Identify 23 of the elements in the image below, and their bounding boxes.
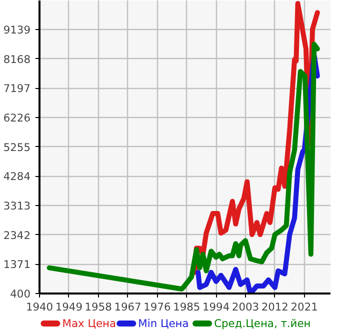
x-tick-label: 1949 (55, 300, 83, 314)
x-tick-label: 2003 (232, 300, 260, 314)
y-tick-label: 6226 (3, 112, 31, 125)
y-tick-label: 9139 (3, 24, 31, 37)
x-tick-label: 1967 (114, 300, 142, 314)
y-tick-label: 1371 (3, 258, 31, 272)
y-tick-label: 2342 (3, 228, 31, 242)
legend-label: Min Цена (138, 317, 189, 330)
x-tick-label: 1940 (26, 300, 54, 314)
y-tick-label: 3313 (3, 200, 31, 213)
y-tick-label: 8168 (3, 52, 31, 66)
x-tick-label: 1976 (144, 300, 171, 314)
x-tick-label: 1958 (84, 300, 112, 314)
y-tick-label: 4284 (3, 170, 31, 184)
legend-label: Max Цена (62, 317, 116, 330)
x-tick-label: 1985 (173, 300, 200, 314)
y-tick-label: 7197 (3, 82, 31, 96)
y-tick-label: 5255 (3, 140, 31, 154)
x-tick-label: 2021 (290, 300, 318, 314)
y-tick-label: 400 (10, 288, 31, 300)
legend-label: Сред.Цена, т.йен (214, 317, 311, 330)
x-tick-label: 1994 (202, 300, 230, 314)
x-tick-label: 2012 (261, 300, 288, 314)
